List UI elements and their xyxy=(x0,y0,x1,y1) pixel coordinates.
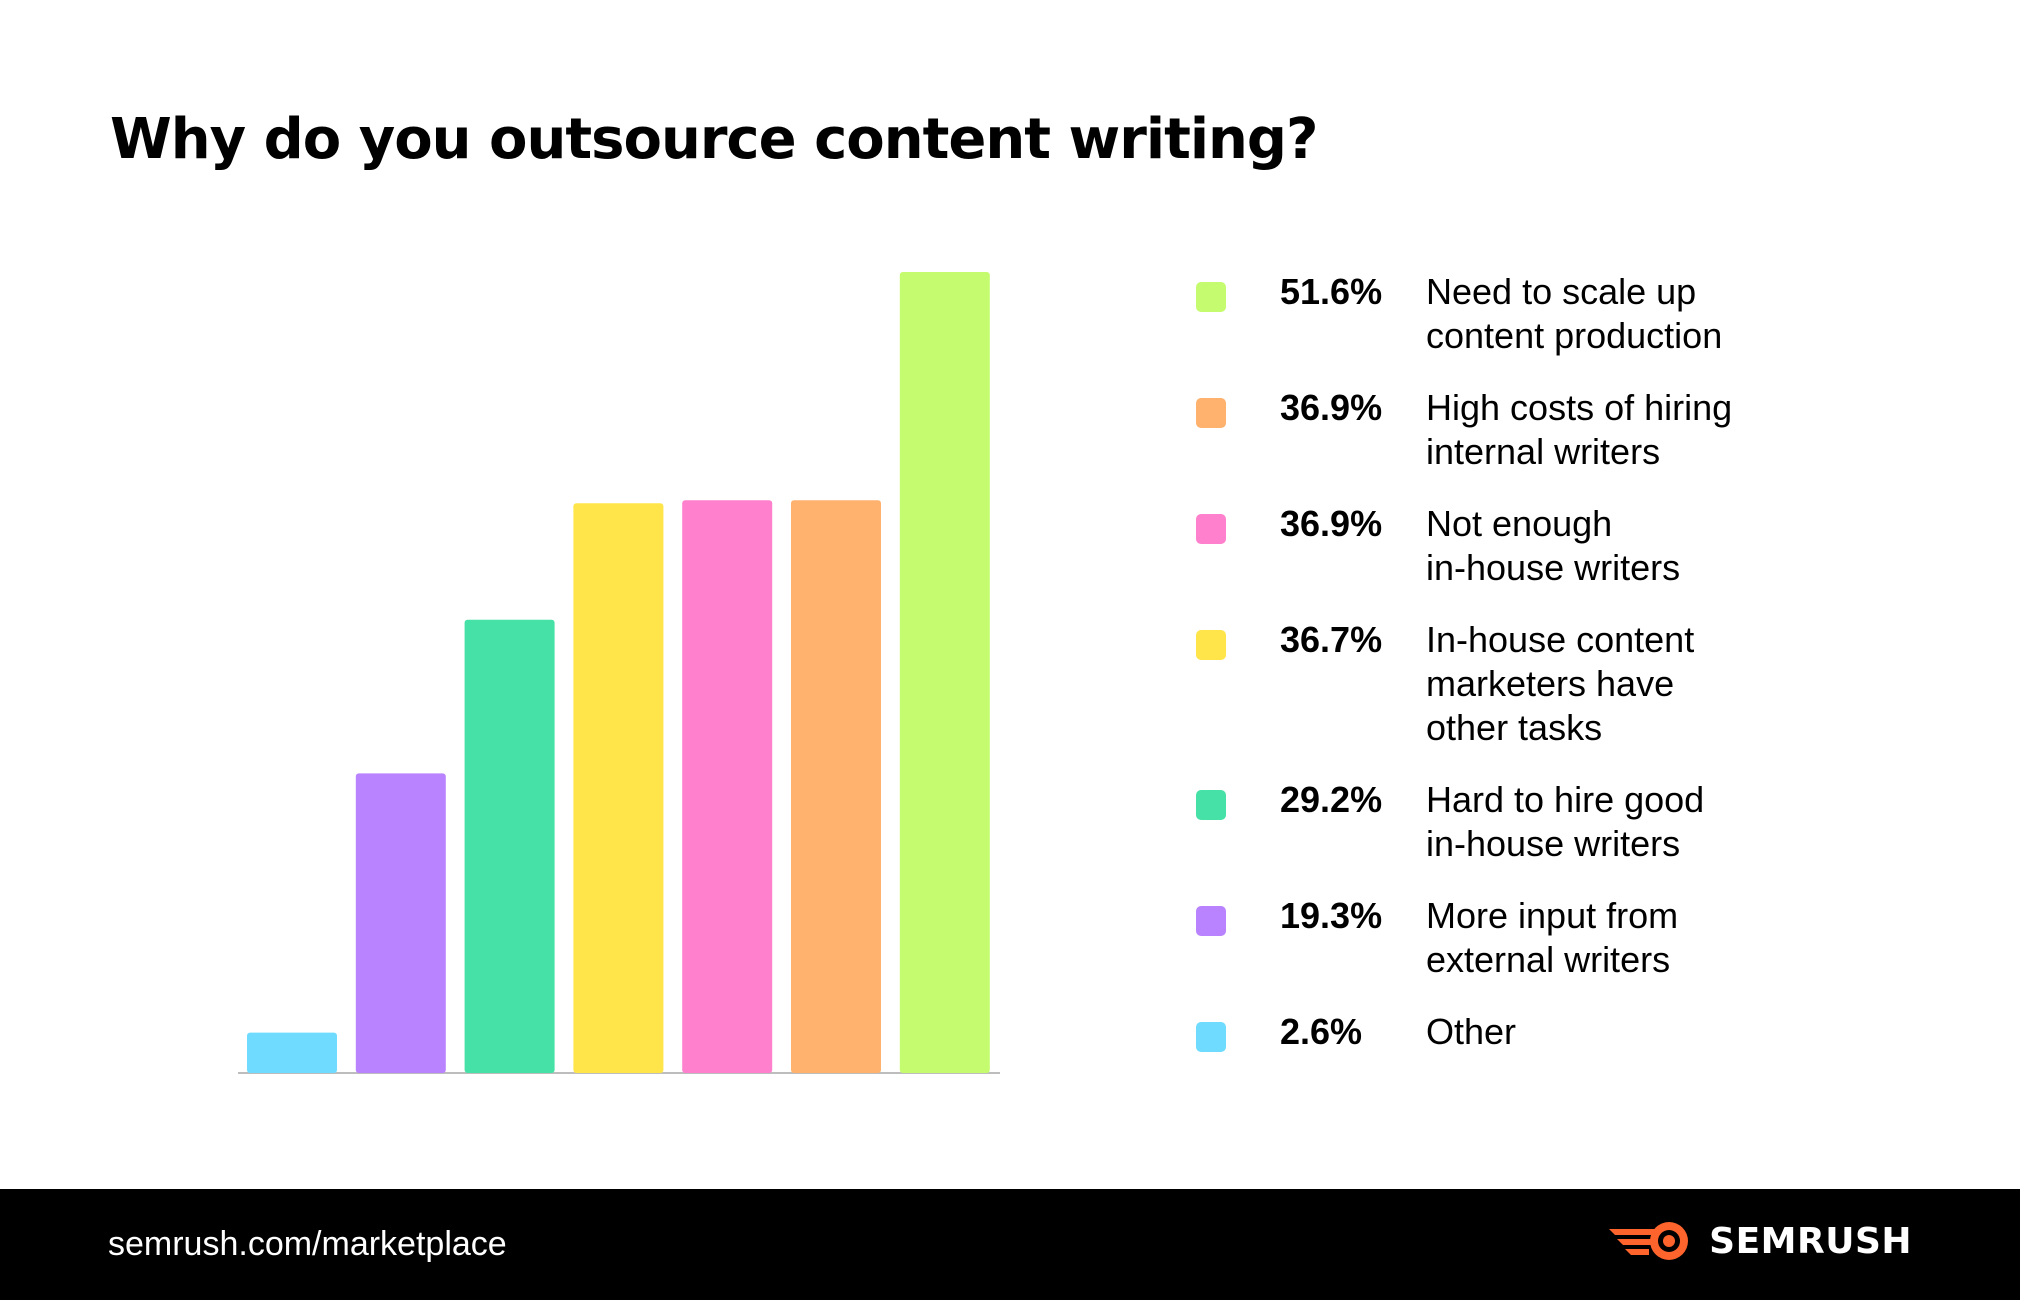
legend-label: Need to scale up content production xyxy=(1426,271,1723,356)
legend-swatch xyxy=(1196,398,1226,428)
brand-name: SEMRUSH xyxy=(1709,1220,1912,1262)
legend-swatch xyxy=(1196,1022,1226,1052)
legend-swatch xyxy=(1196,514,1226,544)
legend-percent: 36.9% xyxy=(1280,387,1383,428)
bar-1 xyxy=(355,773,446,1073)
footer-url-link[interactable]: semrush.com/marketplace xyxy=(108,1225,507,1263)
legend-swatch xyxy=(1196,906,1226,936)
bars-group xyxy=(247,272,990,1073)
legend-item: 29.2% Hard to hire good in-house writers xyxy=(1196,778,1796,866)
legend-percent: 36.7% xyxy=(1280,619,1383,660)
bar-6 xyxy=(899,272,990,1073)
bar-chart xyxy=(238,272,1000,1074)
bar-5 xyxy=(791,500,881,1073)
legend-swatch xyxy=(1196,282,1226,312)
brand: SEMRUSH xyxy=(1607,1219,1912,1263)
legend-percent: 19.3% xyxy=(1280,895,1383,936)
legend-percent: 36.9% xyxy=(1280,503,1383,544)
semrush-flame-logo-icon xyxy=(1609,1222,1689,1260)
legend-item: 36.9% Not enough in-house writers xyxy=(1196,502,1796,590)
legend-swatch xyxy=(1196,790,1226,820)
legend-label: High costs of hiring internal writers xyxy=(1426,387,1733,472)
footer-bar: semrush.com/marketplace SEMRUSH xyxy=(0,1189,2020,1300)
chart-title: Why do you outsource content writing? xyxy=(110,107,1318,172)
legend-item: 51.6% Need to scale up content production xyxy=(1196,270,1796,358)
legend-label: Other xyxy=(1426,1011,1517,1052)
bar-0 xyxy=(247,1032,337,1073)
bar-3 xyxy=(573,503,664,1073)
legend-swatch xyxy=(1196,630,1226,660)
legend-percent: 51.6% xyxy=(1280,271,1383,312)
legend-item: 36.7% In-house content marketers have oth… xyxy=(1196,618,1796,750)
legend-item: 36.9% High costs of hiring internal write… xyxy=(1196,386,1796,474)
legend-item: 2.6% Other xyxy=(1196,1010,1796,1054)
legend-percent: 29.2% xyxy=(1280,779,1383,820)
legend-label: Hard to hire good in-house writers xyxy=(1426,779,1705,864)
legend-percent: 2.6% xyxy=(1280,1011,1363,1052)
bar-2 xyxy=(464,619,555,1073)
legend-label: Not enough in-house writers xyxy=(1426,503,1681,588)
legend: 51.6% Need to scale up content production… xyxy=(1196,270,1796,1082)
bar-4 xyxy=(682,500,773,1073)
legend-label: In-house content marketers have other ta… xyxy=(1426,619,1695,748)
legend-label: More input from external writers xyxy=(1426,895,1679,980)
legend-item: 19.3% More input from external writers xyxy=(1196,894,1796,982)
